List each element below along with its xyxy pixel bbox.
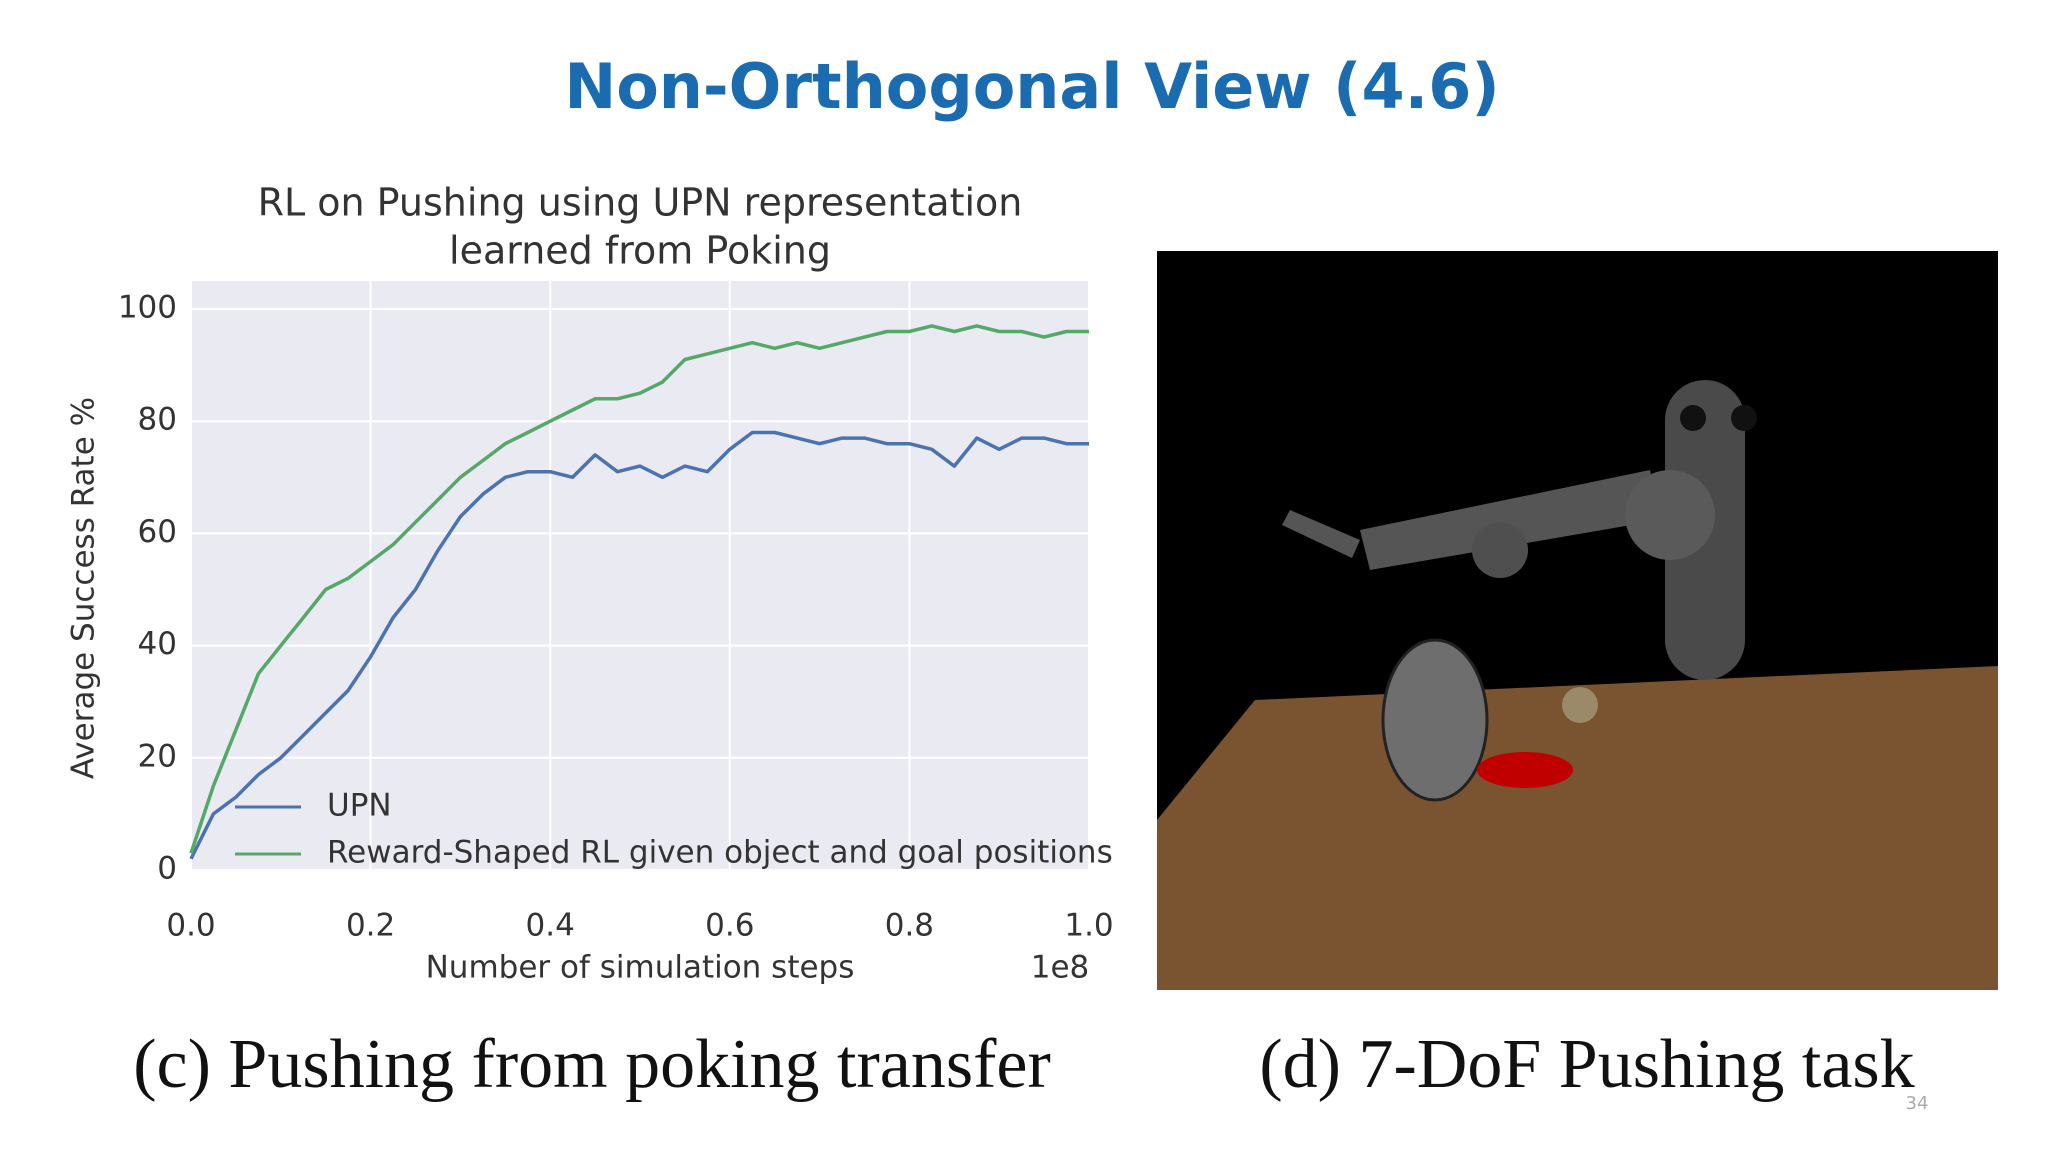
- robot-eye: [1731, 405, 1757, 431]
- rock-object: [1381, 638, 1489, 802]
- x-axis-label: Number of simulation steps: [426, 950, 855, 986]
- legend-label: UPN: [327, 788, 392, 824]
- y-tick-label: 60: [138, 514, 177, 550]
- x-tick-label: 1.0: [1064, 908, 1113, 944]
- x-tick-label: 0.8: [885, 908, 934, 944]
- robot-eye: [1680, 405, 1706, 431]
- series-line: [189, 430, 1089, 860]
- y-tick-label: 0: [157, 851, 177, 887]
- render-image: [1157, 251, 1998, 990]
- y-tick-label: 100: [118, 290, 177, 326]
- goal-marker: [1477, 752, 1573, 788]
- series-line: [189, 324, 1089, 854]
- table: [1157, 666, 1998, 990]
- robot-arm: [1360, 470, 1660, 570]
- x-tick-label: 0.0: [166, 908, 215, 944]
- plot-area: [191, 281, 1089, 870]
- y-tick-label: 80: [138, 402, 177, 438]
- page-number: 34: [1906, 1093, 1929, 1114]
- y-tick-label: 20: [138, 738, 177, 774]
- chart: 0 20 40 60 80 100 0.0 0.2 0.4 0.6 0.8 1.0 RL on Push…: [66, 181, 1114, 986]
- robot-joint: [1625, 470, 1715, 560]
- caption: (c) Pushing from poking transfer: [133, 1026, 1051, 1103]
- x-tick-label: 0.2: [346, 908, 395, 944]
- robot-tool: [1282, 510, 1360, 558]
- slide-title: Non-Orthogonal View (4.6): [564, 50, 1499, 123]
- x-tick-label: 0.4: [526, 908, 575, 944]
- y-tick-label: 40: [138, 626, 177, 662]
- x-offset-label: 1e8: [1031, 950, 1090, 986]
- legend-label: Reward-Shaped RL given object and goal p…: [327, 835, 1113, 871]
- small-object: [1562, 687, 1598, 723]
- chart-title: RL on Pushing using UPN representation: [258, 181, 1023, 225]
- y-axis-label: Average Success Rate %: [66, 397, 102, 779]
- caption: (d) 7-DoF Pushing task: [1259, 1026, 1914, 1103]
- robot-joint: [1472, 522, 1528, 578]
- chart-title: learned from Poking: [449, 229, 831, 273]
- x-tick-label: 0.6: [705, 908, 754, 944]
